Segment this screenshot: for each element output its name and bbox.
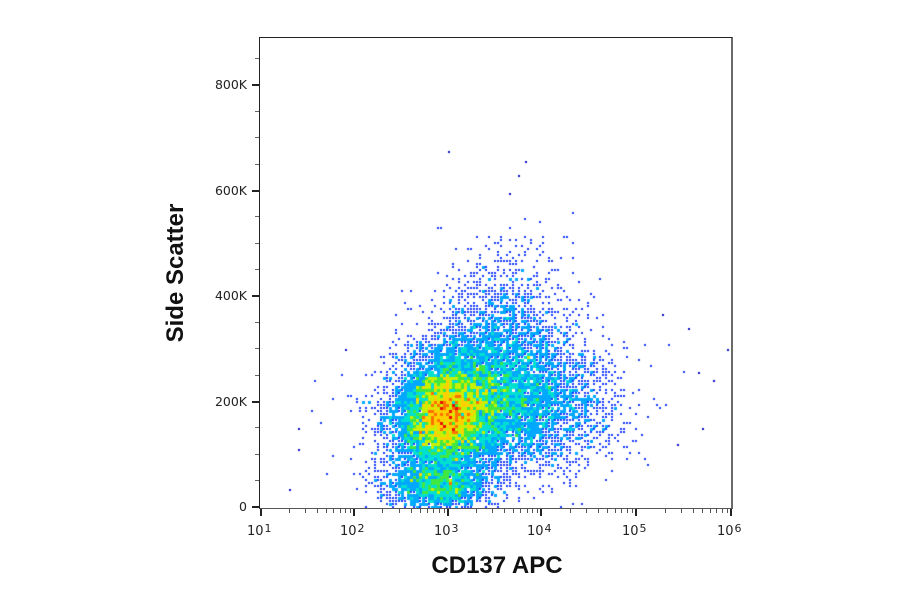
x-minor-tick [316,509,318,513]
x-minor-tick [681,509,683,513]
x-minor-tick [621,509,623,513]
y-tick-label: 600K [214,182,247,198]
x-minor-tick [326,509,327,513]
y-tick-label: 200K [214,393,247,409]
x-major-tick [730,509,732,516]
x-minor-tick [702,509,704,513]
y-minor-tick [255,58,259,60]
x-tick-base: 10 [622,524,639,539]
y-minor-tick [255,480,259,482]
y-minor-tick [255,453,259,455]
x-minor-tick [626,509,628,513]
y-minor-tick [255,374,259,376]
x-minor-tick [709,509,711,513]
x-tick-label: 103 [434,522,459,539]
y-major-tick [252,506,259,508]
y-axis-title: Side Scatter [162,203,189,343]
x-minor-tick [531,509,533,513]
x-minor-tick [492,509,494,513]
x-major-tick [260,509,262,516]
y-major-tick [252,295,259,297]
plot-frame [259,37,733,509]
x-major-tick [635,509,637,516]
x-minor-tick [288,509,290,513]
y-minor-tick [255,110,259,112]
x-minor-tick [433,509,435,513]
x-tick-base: 10 [340,524,357,539]
x-minor-tick [398,509,400,513]
x-minor-tick [382,509,384,513]
x-tick-label: 104 [527,522,552,539]
x-major-tick [353,509,355,516]
x-tick-base: 10 [527,524,544,539]
x-minor-tick [419,509,421,513]
x-minor-tick [339,509,341,513]
y-minor-tick [255,348,259,350]
x-axis-title: CD137 APC [431,552,563,579]
x-tick-exponent: 2 [357,522,365,535]
x-tick-exponent: 3 [451,522,459,535]
x-minor-tick [349,509,351,513]
x-major-tick [447,509,449,516]
x-minor-tick [721,509,723,513]
x-minor-tick [586,509,588,513]
y-minor-tick [255,321,259,323]
x-minor-tick [536,509,538,513]
y-major-tick [252,189,259,192]
y-major-tick [252,84,259,86]
x-tick-exponent: 6 [734,522,742,535]
x-minor-tick [513,509,514,513]
x-minor-tick [475,509,477,513]
y-tick-label: 400K [214,288,247,303]
x-tick-exponent: 1 [264,522,272,535]
x-tick-base: 10 [247,524,264,539]
x-tick-base: 10 [434,524,451,539]
y-minor-tick [255,163,259,165]
x-tick-exponent: 4 [544,522,552,535]
y-minor-tick [255,216,259,218]
x-minor-tick [526,509,528,513]
x-minor-tick [344,509,346,513]
y-major-tick [252,400,259,403]
density-scatter-plot [260,38,732,508]
x-minor-tick [410,509,412,513]
x-major-tick [540,509,542,516]
x-minor-tick [520,509,522,513]
y-minor-tick [255,427,259,429]
x-minor-tick [631,509,633,513]
x-minor-tick [716,509,718,513]
x-tick-label: 101 [247,522,272,539]
x-minor-tick [569,509,571,513]
x-tick-label: 106 [717,522,742,539]
x-tick-label: 105 [622,522,647,539]
y-tick-label: 800K [214,77,247,92]
x-minor-tick [443,509,445,513]
y-minor-tick [255,269,259,271]
x-minor-tick [607,509,609,513]
x-tick-base: 10 [717,524,734,539]
x-minor-tick [305,509,307,513]
x-minor-tick [614,509,616,513]
x-minor-tick [503,509,505,513]
x-tick-label: 102 [340,522,365,539]
x-minor-tick [438,509,440,513]
x-minor-tick [693,509,695,513]
y-tick-label: 0 [239,499,247,514]
x-tick-exponent: 5 [639,522,647,535]
x-minor-tick [333,509,335,513]
x-minor-tick [598,509,600,513]
y-minor-tick [255,242,259,244]
y-minor-tick [255,137,259,139]
x-minor-tick [726,509,728,513]
x-minor-tick [664,509,666,513]
x-minor-tick [427,509,429,513]
